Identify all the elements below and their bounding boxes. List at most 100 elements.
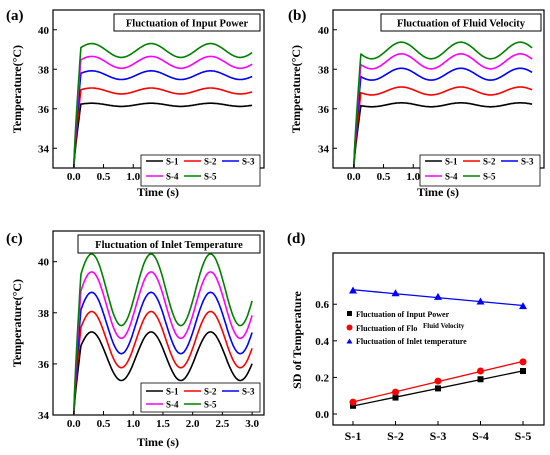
panel-d-point-velocity: [349, 398, 357, 406]
panel-d-y-axis-title: SD of Temperature: [290, 290, 304, 388]
panel-b-x-axis-title: Time (s): [417, 185, 459, 199]
panel-d-point-velocity: [434, 377, 442, 385]
panel-a-series-line-s3: [73, 70, 253, 169]
panel-d-point-inlet: [434, 292, 442, 300]
panel-b-y-tick-label: 34: [318, 143, 330, 155]
panel-c-series-line-s1: [73, 331, 253, 416]
panel-b-y-axis-title: Temperature(°C): [289, 45, 303, 133]
panel-b-series-line-s1: [353, 102, 533, 169]
panel-c: (c) Fluctuation of Inlet Temperature Tem…: [6, 230, 265, 449]
panel-b-title: Fluctuation of Fluid Velocity: [397, 19, 526, 30]
panel-a-x-tick-label: 0.0: [67, 171, 81, 183]
panel-c-legend-s1: S-1: [166, 387, 179, 397]
panel-d-ticks: S-1 S-2 S-3 S-4 S-5 0.0 0.2 0.4 0.6: [315, 299, 531, 443]
panel-c-y-tick-label: 36: [38, 359, 50, 371]
panel-b-series-lines: [353, 41, 533, 169]
panel-a-y-tick-label: 36: [38, 104, 50, 116]
panel-d-x-tick-label: S-2: [387, 429, 404, 443]
panel-d-legend-velocity: Fluctuation of Flo: [356, 324, 417, 333]
panel-c-legend-items: S-1 S-2 S-3 S-4 S-5: [146, 387, 255, 410]
panel-c-x-tick-label: 0.5: [97, 418, 111, 430]
panel-c-letter: (c): [6, 231, 23, 247]
panel-c-series-line-s5: [73, 253, 253, 416]
panel-c-x-axis-title: Time (s): [137, 435, 179, 449]
panel-b-y-tick-label: 36: [318, 104, 330, 116]
panel-a-y-tick-label: 38: [38, 64, 50, 76]
panel-b: (b) Fluctuation of Fluid Velocity Temper…: [288, 8, 545, 199]
panel-c-series-lines: [73, 253, 253, 416]
panel-d-point-inlet: [349, 286, 357, 294]
panel-d-point-power: [477, 376, 484, 383]
panel-a-series-line-s5: [73, 42, 253, 169]
panel-d-legend-marker-inlet: [346, 338, 353, 344]
panel-c-x-tick-label: 2.5: [216, 418, 230, 430]
panel-a-y-tick-label: 34: [38, 143, 50, 155]
panel-c-series-line-s3: [73, 291, 253, 416]
panel-c-x-tick-label: 1.0: [126, 418, 140, 430]
panel-c-legend: [140, 382, 261, 413]
panel-d-point-inlet: [519, 302, 527, 310]
panel-d-legend-inlet: Fluctuation of Inlet temperature: [356, 337, 467, 346]
panel-c-frame: [52, 230, 265, 416]
panel-a-title-box: [113, 13, 261, 32]
panel-c-legend-s2: S-2: [204, 387, 217, 397]
panel-d-point-inlet: [476, 297, 485, 305]
panel-c-series-line-s4: [73, 271, 253, 416]
panel-a-x-tick-label: 1.0: [126, 171, 140, 183]
panel-b-legend-s1: S-1: [445, 157, 458, 167]
panel-a: (a) Fluctuation of Input Power Temperatu…: [6, 8, 265, 199]
panel-b-x-tick-label: 1.0: [406, 171, 420, 183]
panel-a-series-line-s4: [73, 55, 253, 169]
panel-a-y-tick-label: 40: [38, 25, 50, 37]
panel-d-x-tick-label: S-1: [345, 429, 362, 443]
panel-b-legend-s5: S-5: [483, 172, 496, 182]
panel-d-axes: S-1 S-2 S-3 S-4 S-5 0.0 0.2 0.4 0.6: [315, 286, 531, 443]
panel-c-x-tick-label: 3.0: [245, 418, 259, 430]
panel-b-legend-items: S-1 S-2 S-3 S-4 S-5: [425, 157, 534, 182]
panel-d-point-velocity: [392, 388, 399, 396]
panel-c-title-box: [77, 234, 261, 254]
panel-a-legend: [140, 154, 261, 187]
panel-c-x-tick-label: 0.0: [67, 418, 81, 430]
panel-c-y-tick-label: 38: [38, 308, 50, 320]
panel-d-legend-marker-velocity: [346, 324, 353, 331]
panel-d: (d) SD of Temperature S-1 S-2 S-3 S-4 S-5 0.0…: [287, 231, 545, 443]
panel-c-y-tick-label: 34: [38, 410, 50, 422]
panel-b-legend-s2: S-2: [483, 157, 496, 167]
panel-d-point-power: [392, 394, 399, 401]
panel-b-title-box: [380, 13, 542, 32]
panel-c-legend-s5: S-5: [204, 400, 217, 410]
panel-d-point-inlet: [391, 289, 400, 297]
panel-d-point-velocity: [477, 367, 484, 375]
panel-d-legend-velocity-overlay: Fluid Velocity: [423, 322, 465, 330]
panel-a-y-axis-title: Temperature(°C): [10, 45, 24, 133]
panel-b-series-line-s5: [353, 41, 533, 169]
panel-b-legend-s3: S-3: [521, 157, 534, 167]
panel-c-ticks: 0.0 0.5 1.0 1.5 2.0 2.5 3.0 34 36 38 40: [38, 257, 259, 430]
panel-a-legend-s3: S-3: [242, 157, 255, 167]
panel-d-y-tick-label: 0.4: [315, 336, 329, 348]
panel-b-letter: (b): [288, 8, 306, 24]
panel-c-y-axis-title: Temperature(°C): [10, 279, 24, 367]
panel-d-x-tick-label: S-4: [472, 429, 489, 443]
panel-a-x-axis-title: Time (s): [137, 185, 179, 199]
panel-b-y-tick-label: 40: [318, 25, 330, 37]
panel-a-legend-s5: S-5: [204, 172, 217, 182]
panel-a-legend-s4: S-4: [166, 172, 179, 182]
panel-c-title: Fluctuation of Inlet Temperature: [95, 240, 243, 251]
panel-b-x-tick-label: 0.0: [347, 171, 361, 183]
panel-d-point-power: [435, 385, 441, 392]
panel-c-x-tick-label: 2.0: [186, 418, 200, 430]
panel-d-letter: (d): [287, 231, 305, 247]
panel-c-y-tick-label: 40: [38, 257, 50, 269]
panel-a-letter: (a): [6, 8, 24, 24]
panel-a-legend-items: S-1 S-2 S-3 S-4 S-5: [146, 157, 255, 182]
panel-d-y-tick-label: 0.0: [315, 409, 329, 421]
panel-d-y-tick-label: 0.6: [315, 299, 329, 311]
panel-c-x-tick-label: 1.5: [156, 418, 170, 430]
panel-d-legend-marker-power: [347, 311, 352, 316]
panel-a-series-line-s1: [73, 102, 253, 169]
panel-b-legend: [419, 154, 541, 187]
panel-c-axes: 0.0 0.5 1.0 1.5 2.0 2.5 3.0 34 36 38 40: [38, 253, 259, 430]
